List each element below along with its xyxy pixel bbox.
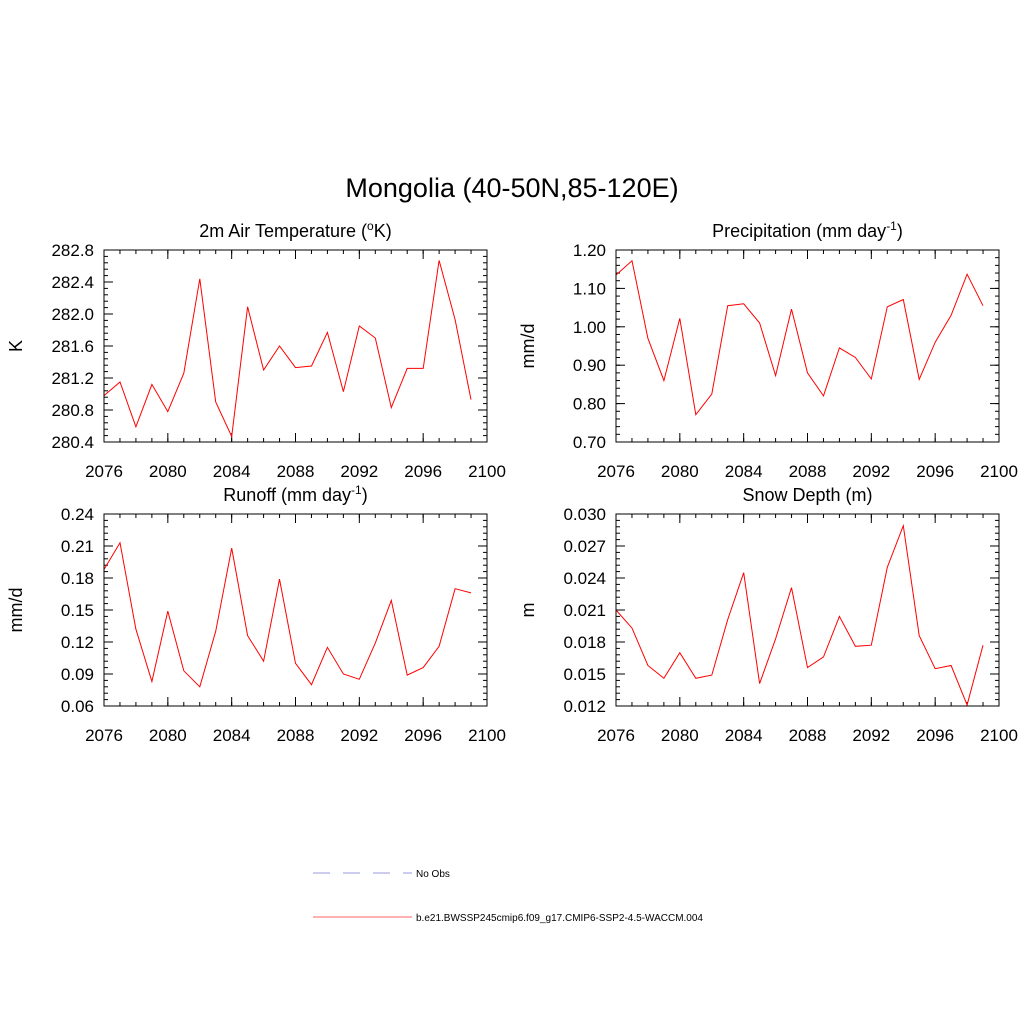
x-tick-label: 2092 [852, 462, 890, 481]
y-tick-label: 1.10 [573, 279, 606, 298]
x-tick-label: 2092 [340, 462, 378, 481]
series-line-0 [615, 259, 984, 416]
y-tick-label: 0.027 [563, 537, 606, 556]
y-tick-label: 1.20 [573, 241, 606, 260]
panel-title-sup: -1 [886, 219, 897, 233]
x-tick-label: 2096 [404, 462, 442, 481]
panel-title: 2m Air Temperature (oK) [199, 219, 391, 241]
y-tick-label: 0.80 [573, 395, 606, 414]
y-axis-label: mm/d [6, 588, 26, 633]
plot-frame [103, 513, 488, 707]
panel-title: Precipitation (mm day-1) [712, 219, 903, 241]
x-tick-label: 2100 [980, 726, 1018, 745]
panel-title-main: Precipitation (mm day [712, 221, 886, 241]
legend-label-1: b.e21.BWSSP245cmip6.f09_g17.CMIP6-SSP2-4… [416, 913, 703, 924]
y-tick-label: 0.21 [61, 537, 94, 556]
x-tick-label: 2076 [597, 462, 635, 481]
x-tick-label: 2100 [468, 726, 506, 745]
x-tick-label: 2080 [661, 462, 699, 481]
panel-title-main: Runoff (mm day [223, 485, 351, 505]
panel-1: Precipitation (mm day-1) mm/d 2076 2080 2084… [518, 219, 1018, 481]
legend-label-0: No Obs [416, 869, 450, 880]
y-tick-label: 0.24 [61, 505, 94, 524]
panel-title-suffix: ) [362, 485, 368, 505]
y-tick-label: 280.4 [51, 433, 94, 452]
x-tick-label: 2080 [149, 726, 187, 745]
x-tick-label: 2084 [213, 726, 251, 745]
y-tick-label: 280.8 [51, 401, 94, 420]
panel-title: Runoff (mm day-1) [223, 483, 367, 505]
y-axis-label: K [6, 340, 26, 352]
x-tick-label: 2084 [725, 462, 763, 481]
x-tick-label: 2084 [213, 462, 251, 481]
y-tick-label: 1.00 [573, 318, 606, 337]
x-tick-label: 2092 [852, 726, 890, 745]
series-line-0 [103, 541, 472, 688]
x-tick-label: 2092 [340, 726, 378, 745]
x-tick-label: 2088 [789, 726, 827, 745]
x-tick-label: 2088 [789, 462, 827, 481]
x-tick-label: 2088 [277, 726, 315, 745]
y-tick-label: 0.030 [563, 505, 606, 524]
y-tick-label: 281.2 [51, 369, 94, 388]
figure-title: Mongolia (40-50N,85-120E) [345, 173, 678, 203]
x-tick-label: 2080 [149, 462, 187, 481]
y-tick-label: 0.024 [563, 569, 606, 588]
y-tick-label: 282.0 [51, 305, 94, 324]
y-tick-label: 0.018 [563, 633, 606, 652]
y-tick-label: 0.12 [61, 633, 94, 652]
series-line-0 [103, 260, 472, 439]
x-tick-label: 2076 [85, 462, 123, 481]
panel-3: Snow Depth (m) m 2076 2080 2084 2088 2092 2096 2… [518, 485, 1018, 745]
y-tick-label: 282.4 [51, 273, 94, 292]
panel-title: Snow Depth (m) [742, 485, 872, 505]
y-tick-label: 282.8 [51, 241, 94, 260]
x-tick-label: 2096 [916, 462, 954, 481]
y-tick-label: 281.6 [51, 337, 94, 356]
x-tick-label: 2096 [916, 726, 954, 745]
x-tick-label: 2088 [277, 462, 315, 481]
series-line-0 [615, 523, 984, 707]
y-tick-label: 0.15 [61, 601, 94, 620]
panel-2: Runoff (mm day-1) mm/d 2076 2080 2084 2088 209… [6, 483, 506, 745]
y-axis-label: m [518, 603, 538, 618]
x-tick-label: 2100 [980, 462, 1018, 481]
y-tick-label: 0.90 [573, 356, 606, 375]
y-tick-label: 0.021 [563, 601, 606, 620]
y-tick-label: 0.18 [61, 569, 94, 588]
x-tick-label: 2084 [725, 726, 763, 745]
x-tick-label: 2100 [468, 462, 506, 481]
y-tick-label: 0.06 [61, 697, 94, 716]
y-tick-label: 0.015 [563, 665, 606, 684]
plot-frame [615, 513, 1000, 707]
panel-title-suffix: ) [897, 221, 903, 241]
y-tick-label: 0.09 [61, 665, 94, 684]
x-tick-label: 2076 [85, 726, 123, 745]
plot-frame [615, 249, 1000, 443]
panel-title-sup: -1 [351, 483, 362, 497]
x-tick-label: 2076 [597, 726, 635, 745]
panels: 2m Air Temperature (oK) K 2076 2080 2084 2088… [6, 219, 1018, 745]
panel-title-sup: o [367, 219, 374, 233]
y-tick-label: 0.70 [573, 433, 606, 452]
x-tick-label: 2096 [404, 726, 442, 745]
x-tick-label: 2080 [661, 726, 699, 745]
y-tick-label: 0.012 [563, 697, 606, 716]
plot-frame [103, 249, 488, 443]
panel-title-suffix: K) [374, 221, 392, 241]
panel-title-main: 2m Air Temperature ( [199, 221, 367, 241]
panel-0: 2m Air Temperature (oK) K 2076 2080 2084 2088… [6, 219, 506, 481]
y-axis-label: mm/d [518, 324, 538, 369]
legend: No Obs b.e21.BWSSP245cmip6.f09_g17.CMIP6-… [313, 869, 703, 924]
panel-title-main: Snow Depth (m) [742, 485, 872, 505]
